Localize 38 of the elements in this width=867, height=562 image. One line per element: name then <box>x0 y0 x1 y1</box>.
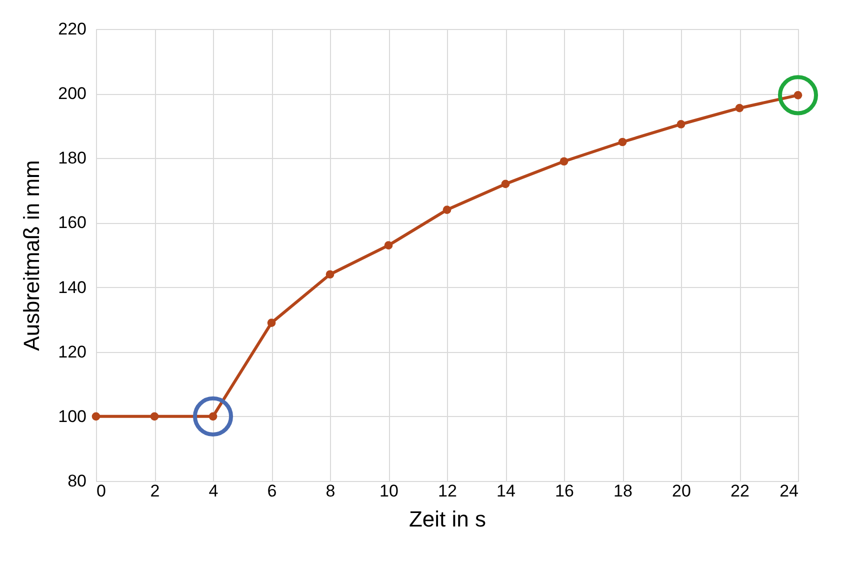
x-tick-label: 16 <box>555 482 574 500</box>
x-axis-title: Zeit in s <box>408 506 486 532</box>
point <box>208 412 218 421</box>
point <box>735 104 744 112</box>
point <box>794 91 802 100</box>
point <box>150 412 159 421</box>
point <box>384 241 393 250</box>
point <box>778 75 818 116</box>
x-tick-label: 8 <box>326 482 336 500</box>
x-tick-label: 22 <box>730 482 750 500</box>
y-tick-label: 200 <box>58 84 86 104</box>
x-tick-label: 2 <box>150 482 160 500</box>
x-tick-label: 24 <box>780 482 798 500</box>
x-tick-label: 4 <box>208 482 218 500</box>
point <box>560 157 568 166</box>
point <box>267 318 276 327</box>
y-tick-label: 140 <box>58 278 86 297</box>
x-tick-label: 14 <box>496 482 516 500</box>
x-tick-label: 20 <box>672 482 691 500</box>
point <box>442 206 452 214</box>
x-tick-label: 10 <box>380 482 398 500</box>
y-axis-title: Ausbreitmaß in mm <box>19 160 44 351</box>
y-tick-label: 100 <box>58 406 86 426</box>
y-tick-label: 180 <box>58 148 86 168</box>
x-tick-label: 18 <box>614 482 632 500</box>
point <box>326 270 334 279</box>
y-tick-label: 120 <box>58 342 86 362</box>
y-tick-label: 160 <box>58 213 86 232</box>
point <box>501 180 510 188</box>
x-tick-label: 6 <box>267 482 277 500</box>
x-tick-label: 0 <box>96 482 106 500</box>
x-tick-label: 12 <box>438 482 457 500</box>
y-tick-label: 220 <box>58 20 86 38</box>
y-tick-label: 80 <box>68 472 86 490</box>
point <box>676 120 686 128</box>
point <box>618 138 627 146</box>
point <box>92 412 100 421</box>
point <box>192 396 234 436</box>
